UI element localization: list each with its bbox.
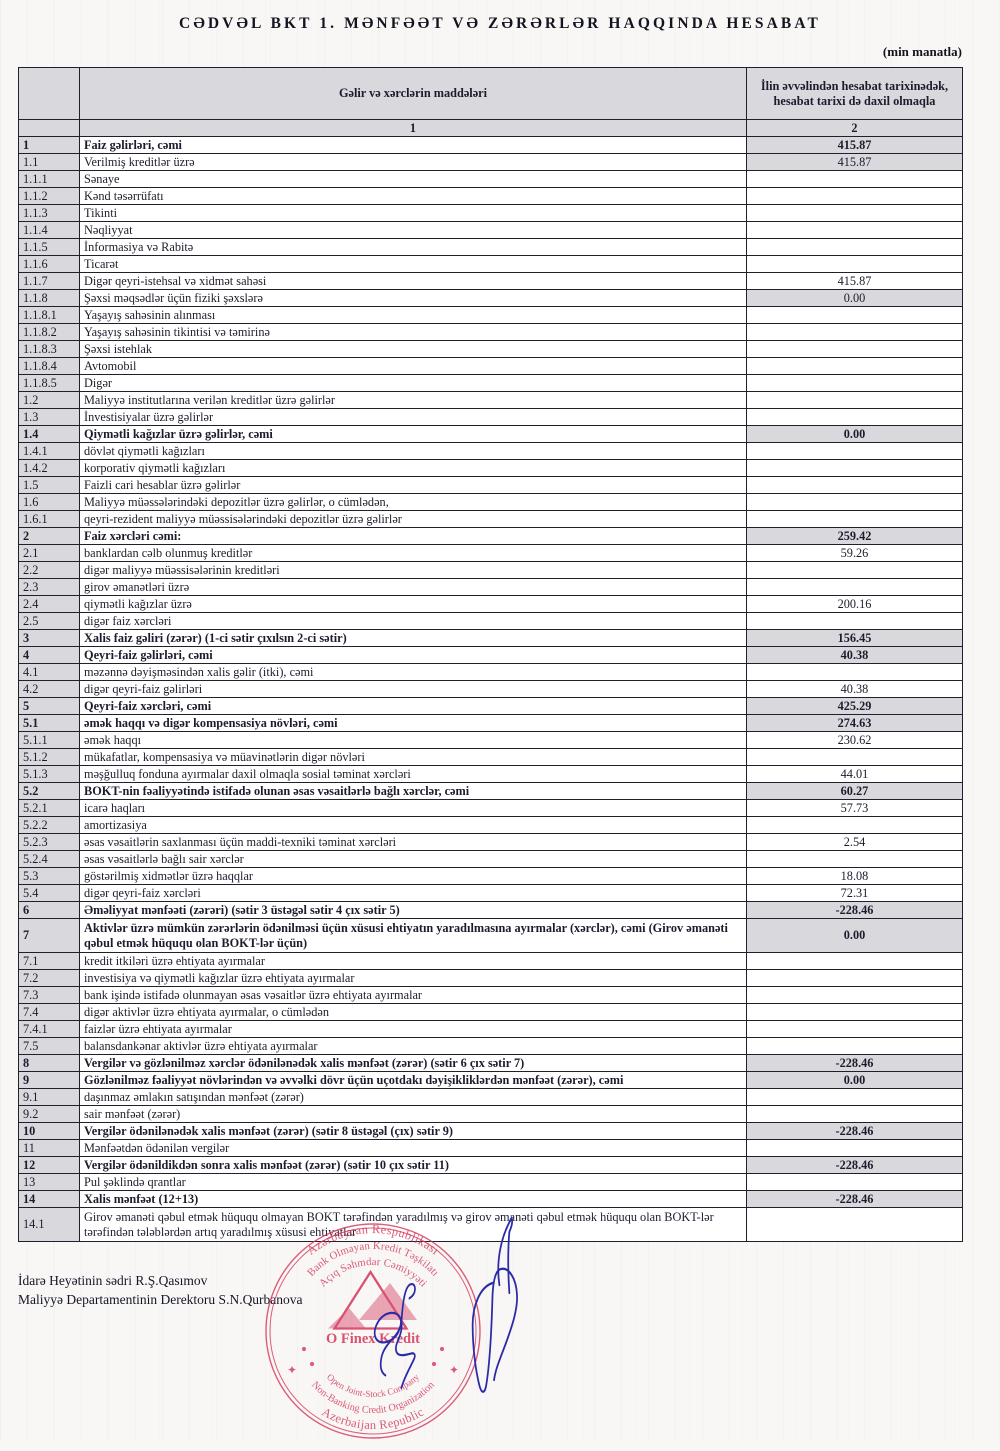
svg-text:Azərbaycan Respublikası: Azərbaycan Respublikası <box>304 1222 442 1258</box>
svg-text:✦: ✦ <box>449 1363 459 1377</box>
svg-text:✦: ✦ <box>287 1363 297 1377</box>
